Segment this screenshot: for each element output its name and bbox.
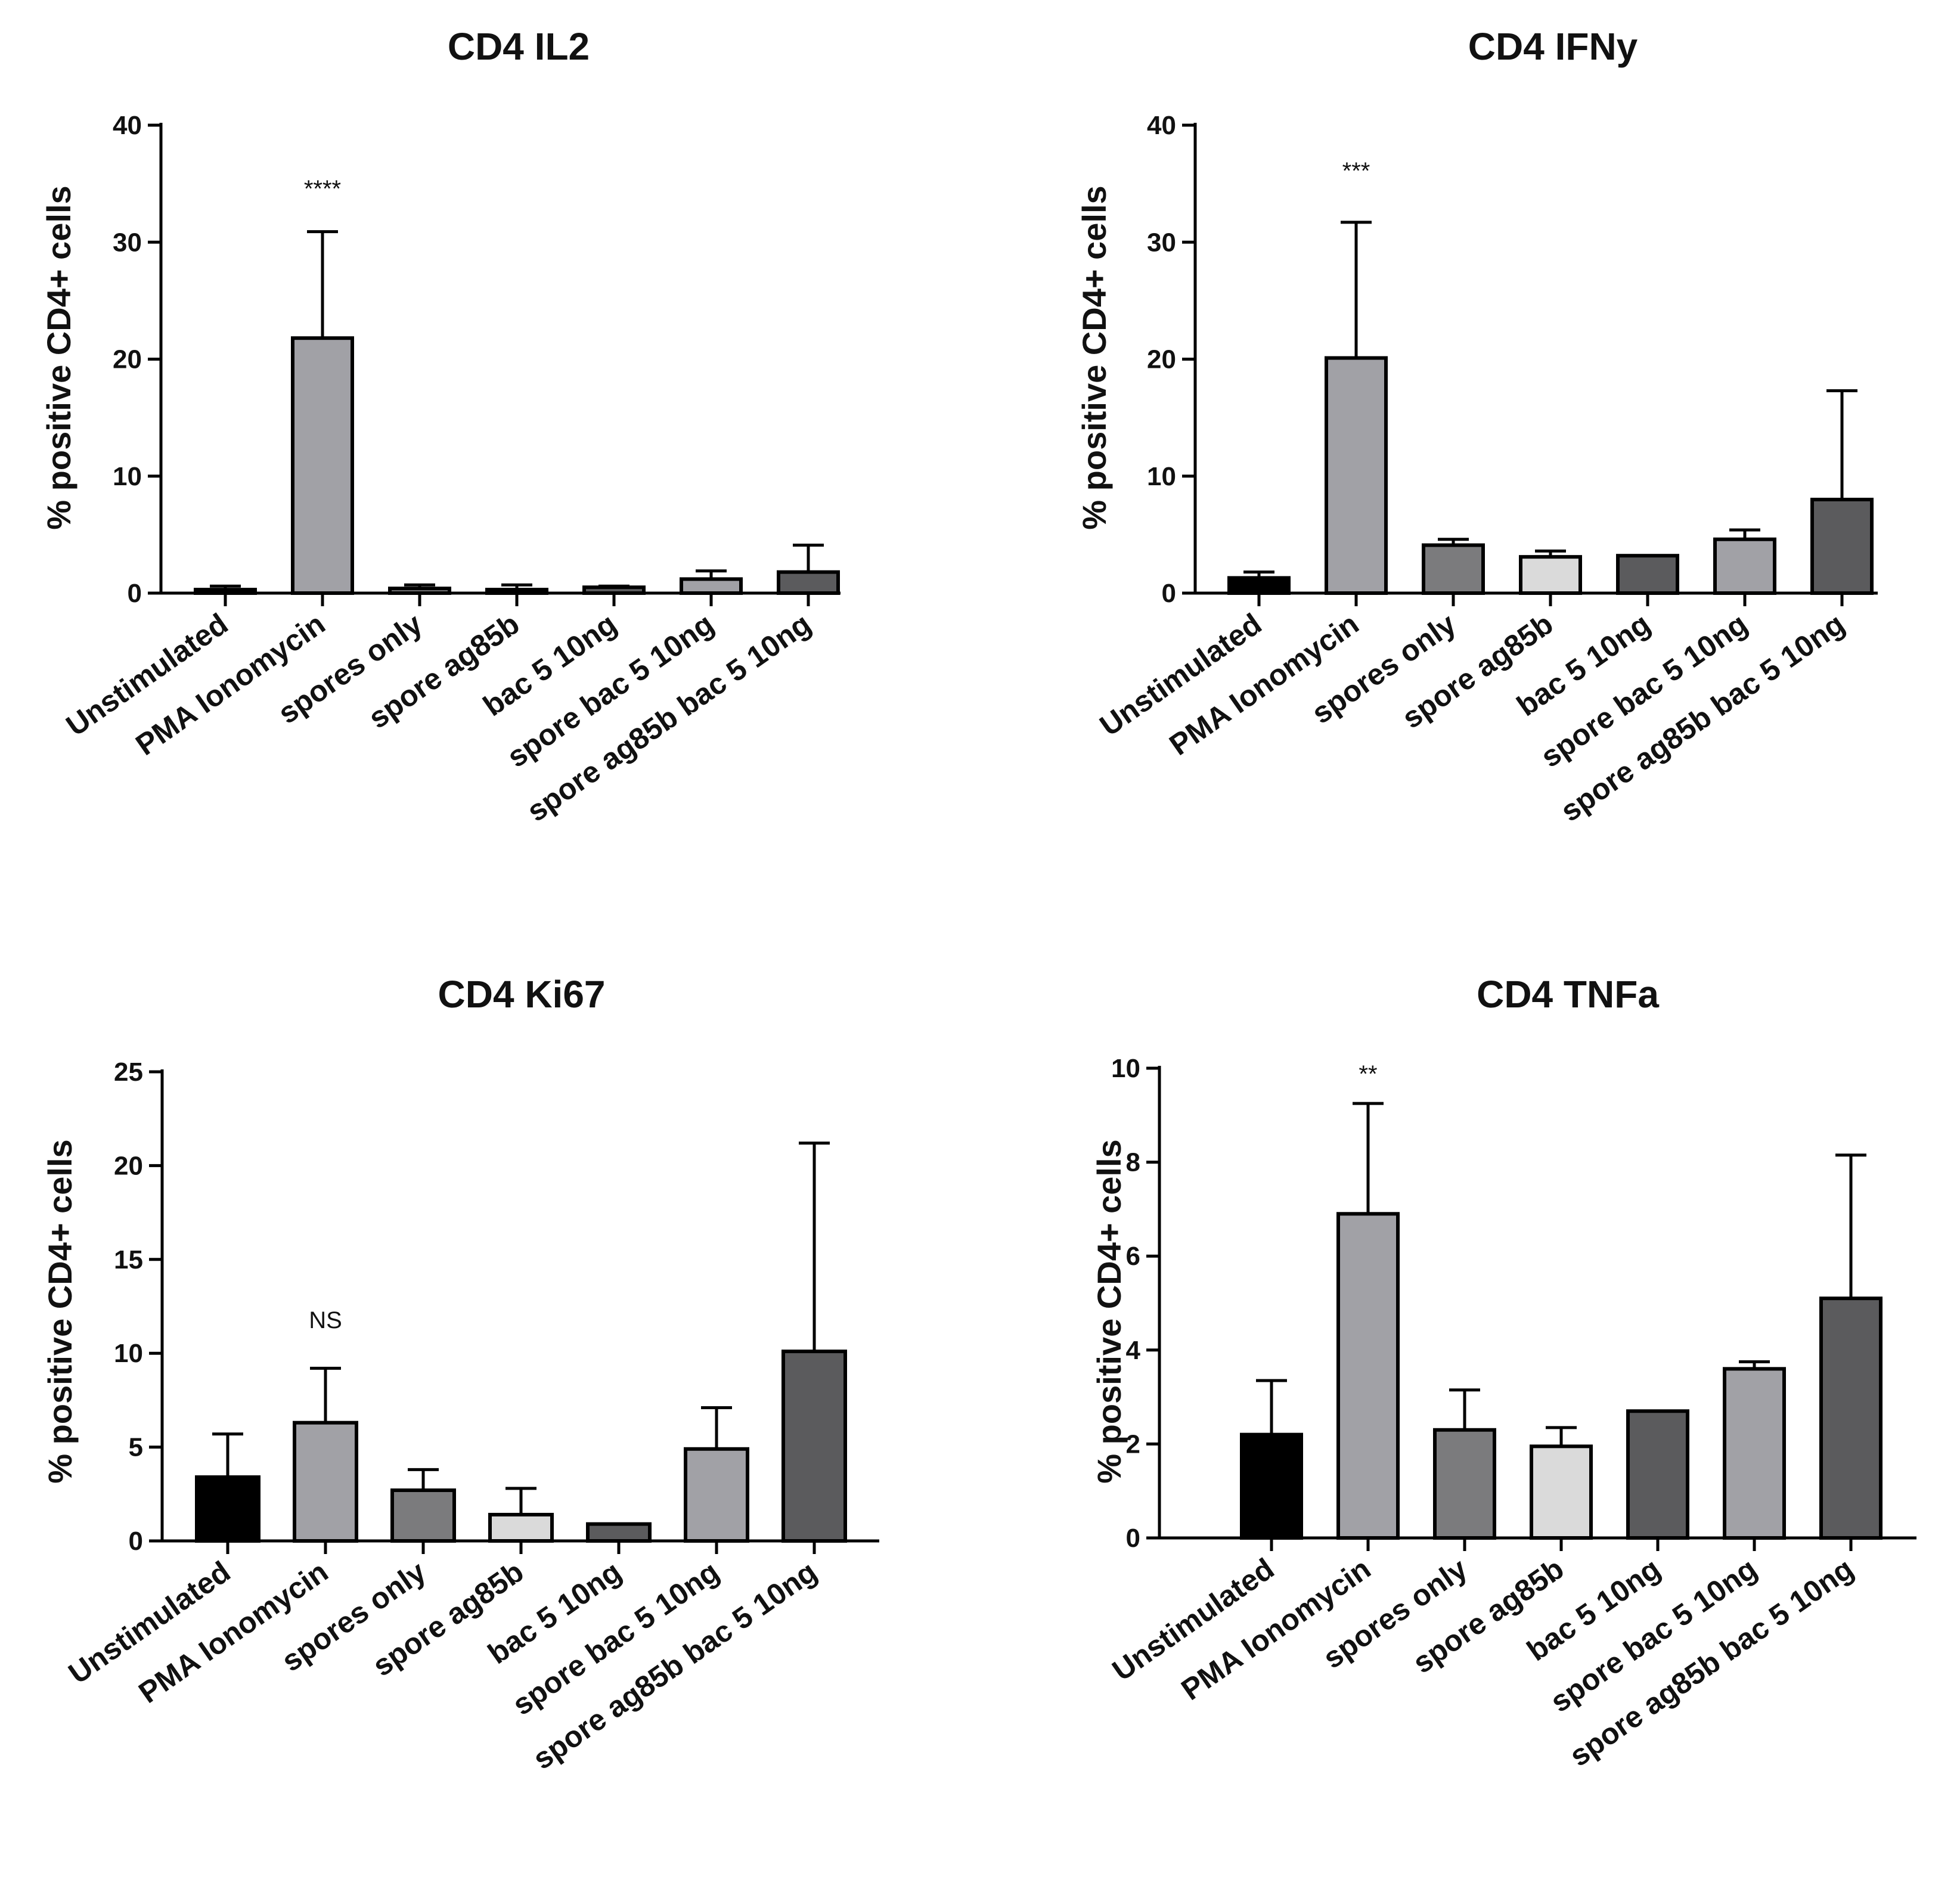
- y-tick-label: 4: [1126, 1336, 1141, 1365]
- bar: [1626, 1409, 1689, 1540]
- y-tick-labels: 0 10 20 30 40: [1147, 111, 1176, 608]
- y-tick-label: 0: [1162, 579, 1176, 608]
- chart-panel-cd4-ifny: CD4 IFNy % positive CD4+ cells 0 10 20 3…: [1075, 25, 1878, 828]
- bar: [781, 1350, 847, 1543]
- bar: [1819, 1297, 1883, 1540]
- bar: [680, 577, 743, 596]
- y-axis-label: % positive CD4+ cells: [41, 1139, 79, 1483]
- y-tick-label: 5: [129, 1433, 143, 1462]
- chart-title: CD4 TNFa: [1477, 973, 1659, 1016]
- y-tick-label: 25: [114, 1057, 143, 1087]
- y-tick-label: 15: [114, 1245, 143, 1274]
- y-tick-label: 20: [1147, 345, 1176, 374]
- bar: [1810, 498, 1874, 595]
- bar: [1227, 576, 1291, 595]
- y-tick-label: 20: [113, 345, 142, 374]
- chart-panel-cd4-tnfa: CD4 TNFa % positive CD4+ cells 0 2 4 6 8…: [1090, 973, 1916, 1773]
- bar: [1336, 1212, 1400, 1540]
- y-axis-label: % positive CD4+ cells: [1090, 1139, 1128, 1483]
- bar: [777, 570, 840, 595]
- y-tick-label: 0: [1126, 1524, 1140, 1553]
- bar-series: [1240, 1102, 1883, 1540]
- bar: [1713, 537, 1776, 595]
- y-tick-label: 20: [114, 1151, 143, 1180]
- bar: [1422, 543, 1485, 595]
- y-tick-labels: 0 5 10 15 20 25: [114, 1057, 143, 1556]
- bar-series: [194, 230, 840, 596]
- x-tick-labels: Unstimulated PMA Ionomycin spores only s…: [1094, 607, 1851, 828]
- x-tick-labels: Unstimulated PMA Ionomycin spores only s…: [1106, 1552, 1860, 1773]
- bar: [586, 1522, 652, 1543]
- y-tick-label: 10: [1111, 1054, 1140, 1083]
- y-axis-label: % positive CD4+ cells: [1075, 185, 1113, 529]
- bar: [390, 1488, 456, 1543]
- bar: [1723, 1367, 1786, 1540]
- x-tick-labels: Unstimulated PMA Ionomycin spores only s…: [60, 607, 817, 828]
- bar-series: [195, 1142, 847, 1543]
- chart-title: CD4 IFNy: [1468, 25, 1638, 68]
- bar: [293, 1421, 358, 1543]
- bar: [1433, 1428, 1496, 1540]
- bar: [684, 1447, 749, 1543]
- y-tick-label: 10: [114, 1339, 143, 1368]
- bar: [1519, 555, 1582, 595]
- y-tick-labels: 0 10 20 30 40: [113, 111, 142, 608]
- bar: [1530, 1444, 1593, 1540]
- y-tick-label: 10: [113, 462, 142, 491]
- significance-annotation: ****: [304, 176, 341, 202]
- bar-series: [1227, 221, 1874, 596]
- bar: [1240, 1432, 1303, 1540]
- bar: [488, 1512, 554, 1543]
- y-tick-label: 8: [1126, 1148, 1140, 1177]
- chart-title: CD4 IL2: [448, 25, 590, 68]
- bar: [1325, 356, 1388, 595]
- bar: [291, 336, 354, 595]
- chart-panel-cd4-il2: CD4 IL2 % positive CD4+ cells 0 10 20 30…: [40, 25, 841, 828]
- bar: [195, 1475, 260, 1543]
- significance-annotation: **: [1359, 1061, 1377, 1087]
- chart-panel-cd4-ki67: CD4 Ki67 % positive CD4+ cells 0 5 10 15…: [41, 973, 879, 1776]
- y-tick-label: 40: [1147, 111, 1176, 140]
- y-tick-label: 40: [113, 111, 142, 140]
- y-tick-label: 30: [113, 228, 142, 257]
- y-tick-label: 30: [1147, 228, 1176, 257]
- y-tick-label: 0: [128, 579, 142, 608]
- significance-annotation: ***: [1342, 158, 1370, 184]
- y-tick-label: 6: [1126, 1242, 1140, 1271]
- bar: [1616, 554, 1679, 596]
- y-tick-label: 10: [1147, 462, 1176, 491]
- y-axis-label: % positive CD4+ cells: [40, 185, 77, 529]
- y-tick-label: 0: [129, 1527, 143, 1556]
- chart-title: CD4 Ki67: [438, 973, 606, 1016]
- y-tick-label: 2: [1126, 1429, 1140, 1459]
- y-tick-labels: 0 2 4 6 8 10: [1111, 1054, 1140, 1553]
- significance-annotation: NS: [309, 1307, 342, 1333]
- x-tick-labels: Unstimulated PMA Ionomycin spores only s…: [63, 1555, 823, 1776]
